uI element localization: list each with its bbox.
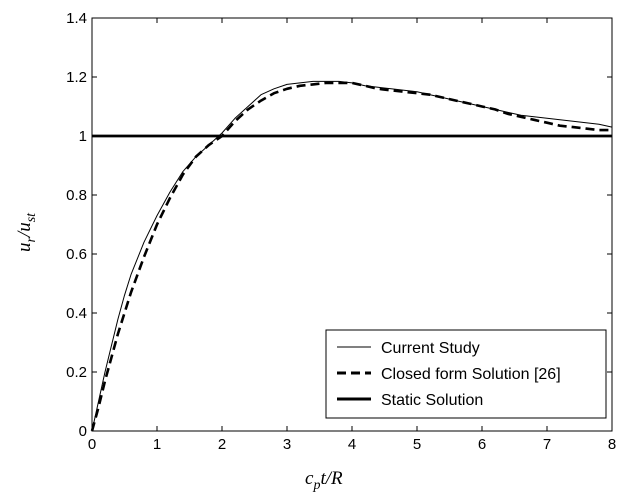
series-line-closed-form-solution-26: [90, 81, 612, 432]
legend-label-static-solution: Static Solution: [381, 392, 483, 409]
y-tick-label: 0: [79, 423, 87, 440]
series-line-current-study: [91, 80, 613, 432]
x-axis-label-sub: p: [312, 478, 320, 493]
y-axis-label: ur/ust: [14, 212, 39, 252]
x-tick-label: 1: [153, 436, 161, 453]
x-tick-label: 2: [218, 436, 226, 453]
legend-box: [325, 329, 607, 419]
y-axis-label-base2: u: [14, 222, 35, 232]
x-tick-label: 5: [413, 436, 421, 453]
y-tick-label: 0.2: [66, 364, 87, 381]
x-tick-label: 7: [543, 436, 551, 453]
y-tick-label: 1: [79, 128, 87, 145]
x-tick-label: 8: [608, 436, 616, 453]
y-axis-label-sub2: st: [24, 212, 39, 222]
x-tick-label: 6: [478, 436, 486, 453]
y-tick-label: 1.2: [66, 69, 87, 86]
x-axis-label: cpt/R: [305, 468, 343, 493]
x-axis-label-rest: t/R: [320, 468, 343, 489]
y-tick-label: 1.4: [66, 10, 87, 27]
legend-label-closed-form: Closed form Solution [26]: [381, 366, 561, 383]
y-tick-label: 0.8: [66, 187, 87, 204]
x-tick-label: 4: [348, 436, 356, 453]
y-axis-label-base1: u: [14, 243, 35, 253]
series-layer: [90, 80, 613, 432]
y-axis: 0 0.2 0.4 0.6 0.8 1 1.2 1.4: [66, 10, 612, 440]
y-axis-label-slash: /: [14, 230, 35, 238]
y-tick-label: 0.4: [66, 305, 87, 322]
x-axis: 0 1 2 3 4 5 6 7 8: [88, 18, 616, 453]
y-tick-label: 0.6: [66, 246, 87, 263]
y-axis-label-sub1: r: [24, 237, 39, 243]
legend: Current Study Closed form Solution [26] …: [325, 329, 607, 419]
x-tick-label: 3: [283, 436, 291, 453]
x-axis-label-base: c: [305, 468, 314, 489]
x-tick-label: 0: [88, 436, 96, 453]
legend-label-current-study: Current Study: [381, 340, 480, 357]
